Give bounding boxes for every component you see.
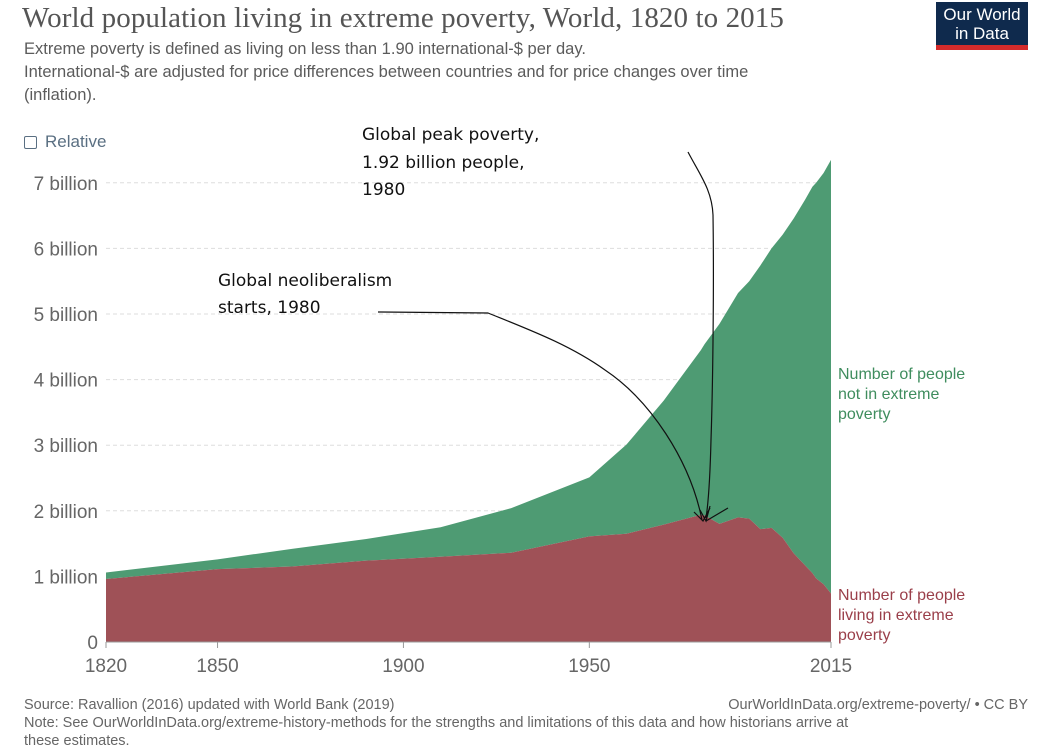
subtitle-line: (inflation). — [24, 86, 97, 104]
annotation-peak-line: 1980 — [362, 180, 405, 200]
series-label-extreme-poverty: living in extreme — [838, 607, 954, 624]
x-tick-label: 1820 — [85, 656, 127, 677]
chart-subtitle: Extreme poverty is defined as living on … — [24, 38, 884, 107]
annotation-layer: Global peak poverty, 1.92 billion people… — [218, 125, 729, 523]
axis-layer: 1820 1850 1900 1950 2015 — [85, 641, 852, 677]
series-area-extreme-poverty — [106, 514, 831, 642]
logo-line: Our World — [943, 5, 1021, 24]
logo-stripe — [936, 45, 1028, 50]
annotation-peak-line: 1.92 billion people, — [362, 153, 525, 173]
note-line: Note: See OurWorldInData.org/extreme-his… — [24, 715, 849, 731]
series-label-extreme-poverty: poverty — [838, 627, 890, 644]
chart-title: World population living in extreme pover… — [22, 2, 784, 34]
relative-toggle-label: Relative — [45, 132, 107, 151]
x-tick-label: 1900 — [382, 656, 424, 677]
checkbox-icon[interactable] — [24, 135, 37, 149]
annotation-peak-line: Global peak poverty, — [362, 125, 539, 145]
subtitle-line: Extreme poverty is defined as living on … — [24, 40, 586, 58]
y-tick-label: 6 billion — [34, 239, 98, 260]
x-tick-label: 1850 — [196, 656, 238, 677]
area-layer — [106, 159, 831, 642]
y-tick-label: 5 billion — [34, 305, 98, 326]
annotation-neolib-line: starts, 1980 — [218, 298, 321, 318]
y-tick-label: 2 billion — [34, 502, 98, 523]
owid-logo[interactable]: Our World in Data — [936, 2, 1028, 50]
series-label-not-in-poverty: poverty — [838, 406, 890, 423]
source-text[interactable]: Source: Ravallion (2016) updated with Wo… — [24, 697, 395, 713]
annotation-arrow-neolib — [377, 311, 711, 522]
series-label-not-in-poverty: not in extreme — [838, 386, 939, 403]
x-tick-label: 2015 — [810, 656, 852, 677]
y-tick-label: 4 billion — [34, 371, 98, 392]
url-license-link[interactable]: OurWorldInData.org/extreme-poverty/ • CC… — [728, 697, 1028, 713]
series-label-layer: Number of people not in extreme poverty Num… — [838, 366, 965, 644]
annotation-neolib-line: Global neoliberalism — [218, 271, 392, 291]
y-tick-label: 7 billion — [34, 174, 98, 195]
series-area-not-in-poverty — [106, 159, 831, 594]
x-tick-label: 1950 — [568, 656, 610, 677]
y-tick-label: 1 billion — [34, 567, 98, 588]
y-tick-label: 0 — [87, 633, 98, 654]
subtitle-line: International-$ are adjusted for price d… — [24, 63, 749, 81]
relative-toggle[interactable]: Relative — [24, 132, 106, 152]
series-label-not-in-poverty: Number of people — [838, 366, 965, 383]
y-tick-label: 3 billion — [34, 436, 98, 457]
note-line: these estimates. — [24, 733, 130, 749]
series-label-extreme-poverty: Number of people — [838, 587, 965, 604]
logo-line: in Data — [955, 24, 1009, 43]
